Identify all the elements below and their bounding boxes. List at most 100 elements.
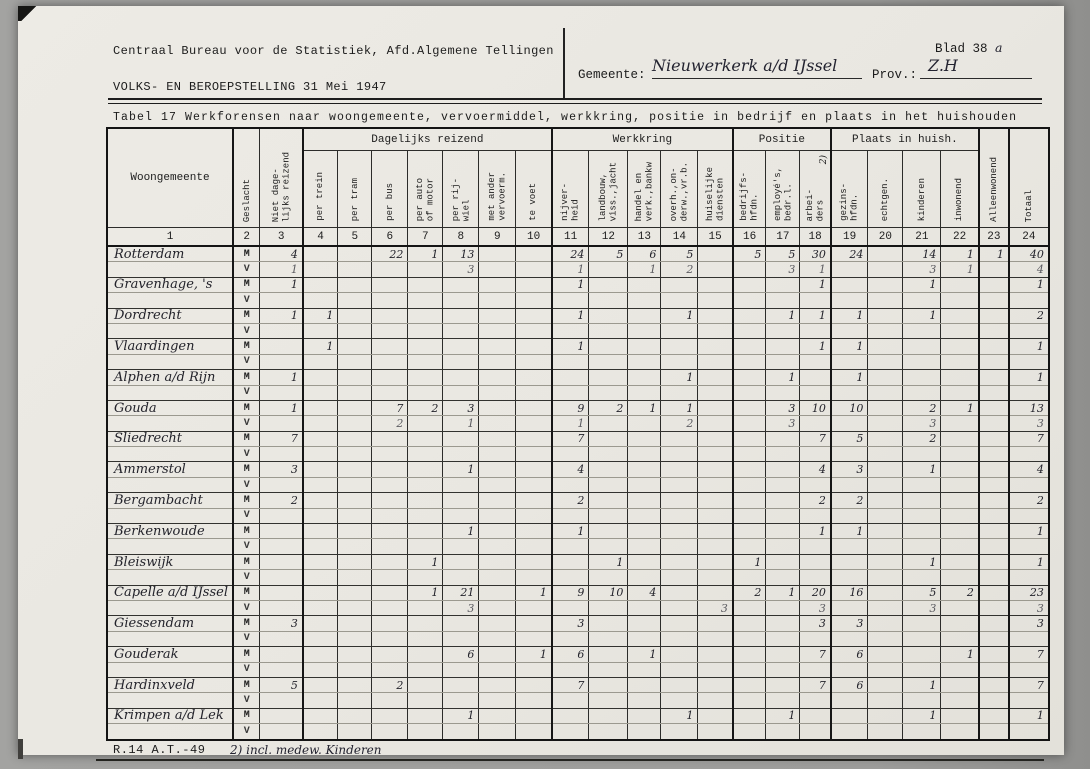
value-cell — [407, 261, 444, 278]
value-cell — [407, 276, 444, 294]
municipality-name — [106, 261, 234, 278]
value-cell: 7 — [799, 430, 832, 448]
value-cell: 3 — [259, 615, 304, 632]
value-cell: 6 — [627, 245, 662, 263]
value-cell: 2 — [588, 399, 629, 417]
value-cell — [902, 661, 942, 678]
value-cell — [478, 322, 517, 340]
value-cell — [867, 676, 904, 694]
value-cell — [977, 292, 1010, 309]
value-cell — [660, 430, 699, 448]
sex-label: V — [231, 661, 261, 678]
value-cell: 2 — [731, 584, 767, 601]
column-number-22: 22 — [940, 227, 980, 247]
value-cell — [478, 399, 517, 417]
value-cell — [588, 646, 629, 663]
value-cell: 13 — [1007, 399, 1050, 417]
sex-label: V — [231, 384, 261, 401]
value-cell — [478, 384, 517, 401]
value-cell: 2 — [371, 415, 409, 432]
col-header-label-18: arbei- ders — [804, 188, 826, 221]
value-cell: 1 — [259, 261, 304, 278]
value-cell: 21 — [442, 584, 480, 601]
value-cell — [765, 553, 801, 571]
value-cell — [337, 692, 373, 709]
value-cell: 3 — [765, 399, 801, 417]
column-number-19: 19 — [829, 227, 869, 247]
municipality-name: Giessendam — [106, 615, 234, 632]
value-cell — [301, 553, 339, 571]
value-cell — [829, 599, 869, 617]
municipality-name: Vlaardingen — [106, 338, 234, 355]
value-cell — [301, 353, 339, 371]
value-cell — [867, 276, 904, 294]
municipality-name: Krimpen a/d Lek — [106, 707, 234, 725]
value-cell — [799, 507, 832, 525]
value-cell: 1 — [550, 261, 590, 278]
sex-label: M — [231, 584, 261, 601]
value-cell — [829, 507, 869, 525]
value-cell — [660, 615, 699, 632]
value-cell — [407, 430, 444, 448]
value-cell — [627, 676, 662, 694]
value-cell: 1 — [550, 307, 590, 324]
value-cell — [765, 646, 801, 663]
value-cell — [977, 476, 1010, 494]
value-cell — [588, 569, 629, 586]
value-cell — [765, 599, 801, 617]
value-cell — [697, 446, 734, 463]
value-cell — [550, 707, 590, 725]
value-cell — [867, 584, 904, 601]
value-cell — [867, 723, 904, 740]
value-cell — [660, 553, 699, 571]
value-cell — [977, 630, 1010, 648]
value-cell — [442, 369, 480, 386]
table-row: Krimpen a/d Lek M 1 1 1 1 1 — [106, 707, 1050, 725]
col-header-7: per auto of motor — [407, 150, 444, 228]
table-row: Bleiswijk M 1 1 1 1 1 — [106, 553, 1050, 571]
werkforensen-table: Woongemeente Geslacht Niet dage- lijks rei… — [106, 127, 1050, 741]
value-cell: 4 — [550, 461, 590, 478]
value-cell: 7 — [259, 430, 304, 448]
sex-label: M — [231, 276, 261, 294]
column-number-15: 15 — [697, 227, 734, 247]
value-cell — [940, 707, 980, 725]
value-cell — [940, 553, 980, 571]
value-cell: 5 — [259, 676, 304, 694]
value-cell — [799, 661, 832, 678]
value-cell — [627, 446, 662, 463]
value-cell — [588, 430, 629, 448]
value-cell — [337, 707, 373, 725]
sex-label: V — [231, 292, 261, 309]
value-cell — [337, 307, 373, 324]
col-header-label-2: Geslacht — [241, 178, 252, 222]
value-cell — [588, 676, 629, 694]
value-cell — [478, 261, 517, 278]
value-cell — [371, 384, 409, 401]
value-cell — [660, 523, 699, 540]
col-header-label-9: met ander vervoerm. — [487, 172, 508, 221]
value-cell: 1 — [407, 553, 444, 571]
value-cell — [731, 599, 767, 617]
value-cell: 1 — [442, 707, 480, 725]
value-cell — [697, 353, 734, 371]
value-cell — [259, 523, 304, 540]
value-cell — [515, 538, 553, 555]
value-cell — [588, 707, 629, 725]
value-cell: 2 — [902, 430, 942, 448]
value-cell — [478, 615, 517, 632]
value-cell — [902, 446, 942, 463]
table-row: V 2 1 1 2 3 3 3 — [106, 415, 1050, 432]
value-cell — [337, 584, 373, 601]
value-cell: 4 — [627, 584, 662, 601]
value-cell — [1007, 476, 1050, 494]
col-header-label-5: per tram — [349, 177, 360, 221]
table-row: V — [106, 384, 1050, 401]
value-cell — [442, 569, 480, 586]
table-row: V — [106, 507, 1050, 525]
column-number-17: 17 — [765, 227, 801, 247]
value-cell — [259, 646, 304, 663]
value-cell — [588, 353, 629, 371]
value-cell — [867, 338, 904, 355]
value-cell — [588, 461, 629, 478]
